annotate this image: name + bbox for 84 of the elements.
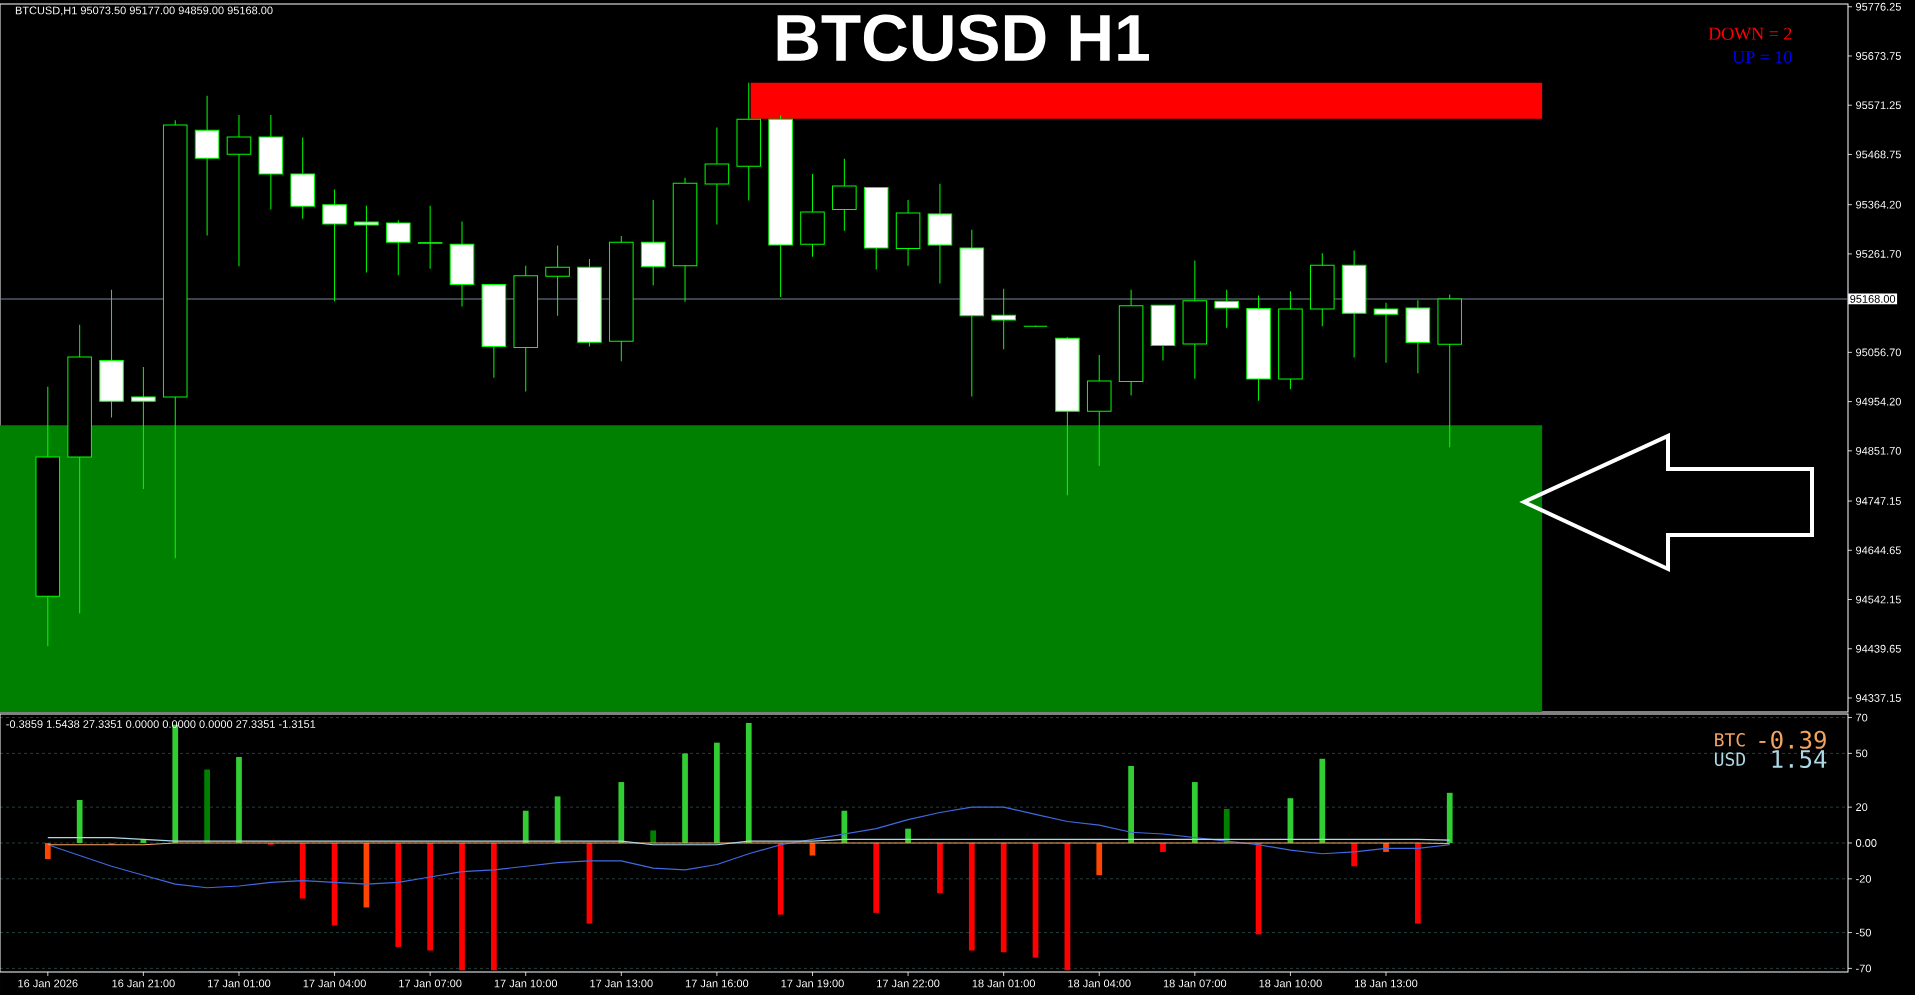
y-tick-label: 94337.15 — [1856, 694, 1901, 702]
y-tick-label: 70 — [1856, 713, 1868, 722]
y-tick-label: -20 — [1856, 874, 1871, 883]
x-tick-label: 18 Jan 04:00 — [1068, 979, 1131, 988]
candlestick — [545, 245, 570, 317]
y-tick-label: 95468.75 — [1856, 150, 1901, 159]
y-tick-label: 95673.75 — [1856, 52, 1901, 60]
candlestick — [1214, 289, 1239, 329]
annotation: 1.54 — [1772, 750, 1827, 769]
y-tick-label: -70 — [1856, 964, 1871, 973]
x-tick-label: 17 Jan 22:00 — [877, 979, 940, 988]
chart-subtitle: BTCUSD,H1 95073.50 95177.00 94859.00 95168.00 — [15, 6, 273, 16]
bar — [44, 842, 51, 860]
bar — [459, 842, 465, 971]
y-tick-label: 0.00 — [1855, 839, 1877, 847]
chart-title: BTCUSD H1 — [777, 14, 1149, 62]
bar — [522, 810, 529, 843]
x-tick-label: 17 Jan 01:00 — [208, 979, 271, 988]
bar — [1191, 782, 1198, 843]
y-tick-label: 95776.25 — [1856, 2, 1901, 11]
annotation: UP = 10 — [1732, 51, 1792, 64]
ref-line-label: 95168.00 — [1850, 295, 1896, 303]
x-tick-label: 17 Jan 19:00 — [781, 979, 844, 988]
candlestick — [991, 288, 1016, 350]
y-tick-label: 94542.15 — [1856, 595, 1901, 604]
chart-title: -0.3859 1.5438 27.3351 0.0000 0.0000 0.0000 27.3351 -1.3151 — [6, 720, 316, 728]
bar — [1096, 842, 1103, 876]
candlestick — [386, 219, 411, 276]
bar — [427, 842, 434, 951]
x-tick-label: 17 Jan 13:00 — [590, 979, 653, 988]
bar — [236, 756, 242, 843]
x-tick-label: 18 Jan 01:00 — [972, 979, 1036, 988]
bar — [1415, 842, 1421, 924]
x-tick-label: 18 Jan 10:00 — [1259, 979, 1322, 988]
bar — [937, 842, 943, 894]
y-tick-label: 94954.20 — [1856, 397, 1901, 406]
bar — [491, 842, 497, 971]
candlestick — [832, 158, 857, 232]
bar — [76, 799, 83, 843]
x-tick-label: 17 Jan 07:00 — [399, 979, 462, 988]
bar — [618, 782, 625, 843]
bar — [204, 769, 210, 843]
annotation: DOWN = 2 — [1708, 27, 1792, 40]
candlestick — [417, 205, 443, 270]
y-tick-label: 94644.65 — [1856, 546, 1901, 555]
bar — [745, 722, 752, 843]
bar — [682, 753, 688, 843]
x-tick-label: 17 Jan 10:00 — [494, 979, 558, 988]
y-tick-label: -50 — [1856, 928, 1871, 937]
x-tick-label: 16 Jan 21:00 — [112, 979, 175, 988]
y-tick-label: 50 — [1855, 749, 1868, 758]
y-tick-label: 95056.70 — [1856, 348, 1901, 357]
candlestick — [131, 366, 156, 490]
bar — [968, 842, 975, 951]
y-tick-label: 95364.20 — [1856, 200, 1901, 209]
bar — [1446, 792, 1453, 843]
y-tick-label: 94439.65 — [1856, 644, 1901, 653]
y-tick-label: 94851.70 — [1856, 446, 1901, 455]
bar — [395, 842, 402, 947]
x-tick-label: 17 Jan 16:00 — [685, 979, 749, 988]
candlestick — [1373, 302, 1399, 364]
y-tick-label: 95261.70 — [1856, 250, 1901, 258]
x-tick-label: 18 Jan 13:00 — [1355, 979, 1418, 988]
y-tick-label: 20 — [1856, 803, 1868, 812]
candlestick — [322, 188, 347, 302]
candlestick — [354, 205, 379, 273]
bar — [1223, 808, 1230, 843]
bar — [650, 830, 657, 843]
bar — [1319, 758, 1326, 843]
y-tick-label: 94747.15 — [1856, 497, 1901, 505]
annotation: -0.39 — [1759, 730, 1826, 749]
bar — [714, 742, 720, 843]
bar — [1128, 765, 1134, 843]
x-tick-label: 16 Jan 2026 — [18, 979, 78, 988]
text: USD — [1714, 752, 1746, 766]
bar — [299, 842, 306, 899]
candlestick — [226, 114, 252, 267]
x-tick-label: 18 Jan 07:00 — [1163, 979, 1227, 988]
bar — [1000, 842, 1007, 953]
candlestick — [704, 126, 730, 225]
text: BTC — [1715, 732, 1745, 747]
bar — [873, 842, 880, 913]
x-tick-label: 17 Jan 04:00 — [303, 979, 366, 988]
y-tick-label: 95571.25 — [1856, 101, 1901, 110]
